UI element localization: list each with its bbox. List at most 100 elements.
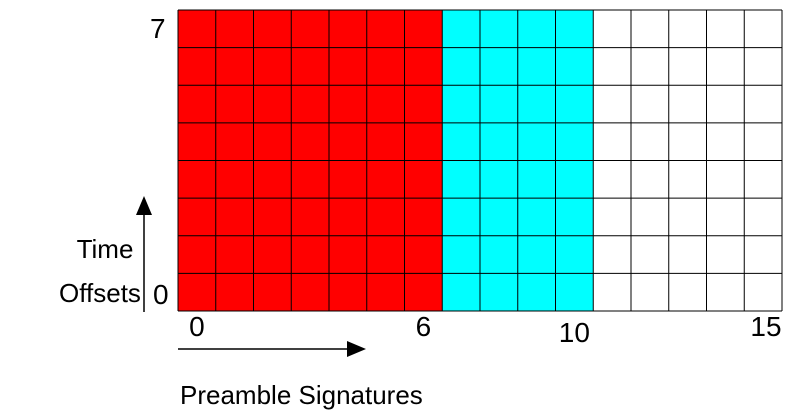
grid-cell [404, 85, 443, 123]
grid-cell [253, 235, 292, 274]
grid-cell [215, 160, 254, 199]
grid-cell [631, 10, 669, 48]
grid-cell [593, 198, 631, 236]
grid-cell [442, 122, 480, 161]
grid-cell [668, 198, 707, 236]
x-tick-labels: 0 6 10 15 [189, 311, 781, 348]
grid-cell [631, 235, 669, 274]
grid-cells [178, 10, 782, 311]
grid-cell [215, 273, 254, 311]
grid-cell [329, 47, 367, 86]
y-axis-title-line2: Offsets [59, 278, 141, 308]
grid-cell [668, 160, 707, 199]
grid-cell [291, 85, 329, 123]
grid-cell [706, 273, 745, 311]
grid-cell [706, 85, 745, 123]
grid-cell [215, 235, 254, 274]
grid-cell [253, 10, 292, 48]
y-axis-arrowhead [136, 196, 152, 215]
grid-cell [593, 47, 631, 86]
grid-cell [442, 10, 480, 48]
grid-cell [480, 10, 518, 48]
grid-cell [517, 235, 556, 274]
grid-cell [329, 85, 367, 123]
grid-cell [404, 47, 443, 86]
grid-cell [593, 122, 631, 161]
grid-cell [668, 47, 707, 86]
grid-cell [706, 160, 745, 199]
grid-cell [178, 273, 216, 311]
grid-cell [442, 160, 480, 199]
grid-cell [517, 47, 556, 86]
grid-cell [329, 122, 367, 161]
grid-cell [291, 160, 329, 199]
grid-cell [593, 235, 631, 274]
grid-cell [744, 10, 782, 48]
grid-cell [253, 160, 292, 199]
grid-cell [744, 198, 782, 236]
grid-cell [555, 47, 594, 86]
grid-cell [631, 160, 669, 199]
grid-cell [404, 235, 443, 274]
grid-cell [178, 160, 216, 199]
grid-cell [706, 47, 745, 86]
grid-cell [178, 235, 216, 274]
grid-cell [442, 235, 480, 274]
grid-cell [480, 47, 518, 86]
x-tick-label: 15 [750, 311, 781, 342]
x-axis-title: Preamble Signatures [180, 380, 423, 410]
grid-cell [366, 273, 405, 311]
grid-cell [178, 47, 216, 86]
grid-cell [555, 122, 594, 161]
grid-cell [215, 47, 254, 86]
grid-cell [555, 85, 594, 123]
grid-cell [744, 47, 782, 86]
grid-cell [555, 198, 594, 236]
grid-cell [744, 273, 782, 311]
y-bottom-label: 0 [153, 279, 169, 310]
grid-cell [517, 10, 556, 48]
grid-cell [517, 160, 556, 199]
y-axis-title-line1: Time [77, 234, 134, 264]
grid-cell [706, 198, 745, 236]
grid-cell [366, 85, 405, 123]
grid-cell [366, 10, 405, 48]
grid-cell [517, 122, 556, 161]
grid-cell [253, 47, 292, 86]
grid-cell [593, 85, 631, 123]
grid-cell [631, 273, 669, 311]
grid-cell [329, 273, 367, 311]
grid-cell [253, 85, 292, 123]
grid-cell [480, 273, 518, 311]
grid-cell [744, 235, 782, 274]
x-axis-arrowhead [347, 341, 366, 357]
x-tick-label: 10 [559, 317, 590, 348]
grid-cell [404, 198, 443, 236]
grid-cell [555, 273, 594, 311]
grid-cell [291, 47, 329, 86]
grid-cell [442, 47, 480, 86]
grid-cell [593, 160, 631, 199]
grid-cell [555, 10, 594, 48]
grid-cell [253, 198, 292, 236]
grid-cell [178, 85, 216, 123]
grid-cell [668, 235, 707, 274]
grid-cell [593, 273, 631, 311]
grid-cell [329, 198, 367, 236]
grid-cell [366, 198, 405, 236]
grid-cell [215, 198, 254, 236]
grid-cell [291, 235, 329, 274]
grid-cell [668, 122, 707, 161]
grid-cell [404, 160, 443, 199]
grid-cell [480, 122, 518, 161]
grid-cell [215, 10, 254, 48]
grid-cell [668, 10, 707, 48]
grid-cell [178, 122, 216, 161]
grid-cell [291, 198, 329, 236]
grid-cell [215, 122, 254, 161]
grid-cell [329, 10, 367, 48]
grid-cell [555, 160, 594, 199]
grid-cell [593, 10, 631, 48]
grid-cell [480, 85, 518, 123]
